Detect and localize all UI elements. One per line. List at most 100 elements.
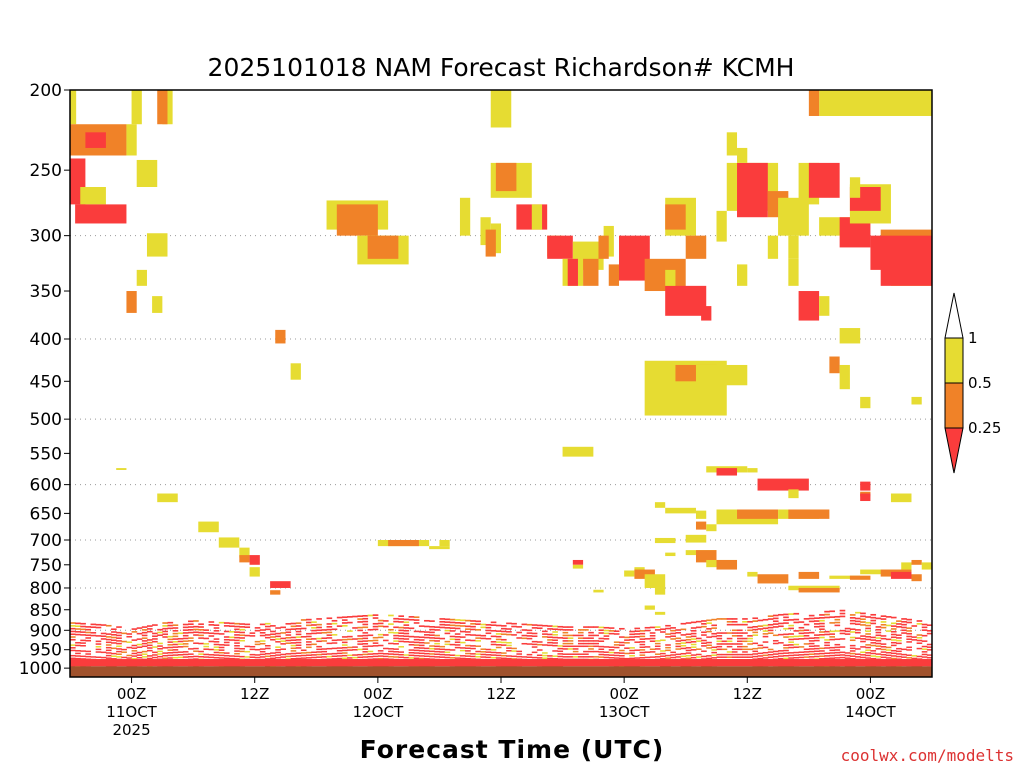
boundary-layer-cell [803,653,810,656]
boundary-layer-cell [393,617,399,620]
boundary-layer-cell [870,613,877,616]
boundary-layer-cell [731,629,738,632]
boundary-layer-cell [762,627,769,630]
boundary-layer-cell [193,625,199,628]
ri-cell [860,493,871,502]
boundary-layer-cell [747,648,753,651]
boundary-layer-cell [737,643,743,645]
boundary-layer-cell [834,624,841,627]
boundary-layer-cell [865,627,871,630]
boundary-layer-cell [890,639,897,641]
y-tick-label: 550 [30,444,62,464]
boundary-layer-cell [408,635,415,638]
boundary-layer-cell [213,641,220,643]
boundary-layer-cell [162,625,168,627]
boundary-layer-cell [634,649,641,651]
boundary-layer-cell [598,656,605,658]
ri-cell [829,356,840,374]
colorbar-arrow-top [944,292,964,339]
boundary-layer-cell [824,644,830,647]
boundary-layer-cell [259,634,266,637]
boundary-layer-cell [347,621,353,624]
boundary-layer-cell [916,637,923,639]
y-tick-label: 650 [30,504,62,524]
boundary-layer-cell [798,621,805,623]
boundary-layer-cell [788,644,794,646]
boundary-layer-cell [218,654,225,657]
boundary-layer-cell [475,653,481,655]
boundary-layer-cell [223,644,230,646]
boundary-layer-cell [772,655,779,658]
boundary-layer-cell [408,618,415,621]
richardson-cells [70,90,932,615]
boundary-layer-cell [706,619,712,622]
boundary-layer-cell [80,650,86,652]
y-tick-label: 400 [30,330,62,350]
boundary-layer-cell [95,626,102,629]
boundary-layer-cell [146,655,153,657]
boundary-layer-cell [239,626,245,628]
y-tick-label: 250 [30,161,62,181]
boundary-layer-cell [444,621,451,623]
boundary-layer-cell [254,627,261,629]
boundary-layer-cell [146,641,153,644]
boundary-layer-cell [116,634,122,637]
boundary-layer-cell [726,656,733,658]
boundary-layer-cell [501,652,507,654]
boundary-layer-cell [357,656,363,659]
boundary-layer-cell [906,621,912,624]
boundary-layer-cell [300,649,307,652]
boundary-layer-cell [413,646,420,649]
boundary-layer-cell [690,627,697,629]
boundary-layer-cell [834,618,841,621]
boundary-layer-cell [434,626,440,628]
boundary-layer-cell [490,624,497,627]
boundary-layer-cell [788,627,794,630]
boundary-layer-cell [629,636,635,638]
boundary-layer-cell [321,650,328,653]
boundary-layer-cell [208,621,215,623]
boundary-layer-cell [182,651,189,653]
boundary-layer-cell [834,643,841,646]
boundary-layer-cell [639,649,646,651]
boundary-layer-cell [188,620,194,623]
boundary-layer-cell [603,651,610,653]
boundary-layer-cell [737,629,743,632]
boundary-layer-cell [367,614,374,617]
boundary-layer-cell [726,620,733,623]
boundary-layer-cell [865,638,871,641]
boundary-layer-cell [295,652,302,654]
boundary-layer-cell [629,655,635,657]
boundary-layer-cell [85,639,92,642]
boundary-layer-cell [552,639,558,642]
ri-cell [798,587,840,593]
boundary-layer-cell [526,629,533,632]
boundary-layer-cell [737,623,743,626]
boundary-layer-cell [352,627,358,629]
boundary-layer-cell [95,656,102,659]
boundary-layer-cell [911,639,918,641]
boundary-layer-cell [167,649,174,651]
boundary-layer-cell [280,653,286,656]
boundary-layer-cell [100,651,107,654]
boundary-layer-cell [239,623,245,625]
boundary-layer-cell [198,626,204,628]
boundary-layer-cell [408,641,415,643]
boundary-layer-cell [890,633,897,636]
ri-cell [157,493,178,503]
ri-cell [126,124,137,156]
boundary-layer-cell [116,650,122,653]
credit-link[interactable]: coolwx.com/modelts [841,746,1014,765]
boundary-layer-cell [362,614,369,617]
boundary-layer-cell [131,631,138,633]
boundary-layer-cell [506,628,512,630]
boundary-layer-cell [295,633,302,636]
boundary-layer-cell [311,654,317,656]
boundary-layer-cell [393,648,399,650]
boundary-layer-cell [393,632,399,634]
boundary-layer-cell [105,638,112,641]
boundary-layer-cell [552,642,558,644]
boundary-layer-cell [306,638,312,640]
boundary-layer-cell [162,633,168,636]
boundary-layer-cell [259,648,266,650]
